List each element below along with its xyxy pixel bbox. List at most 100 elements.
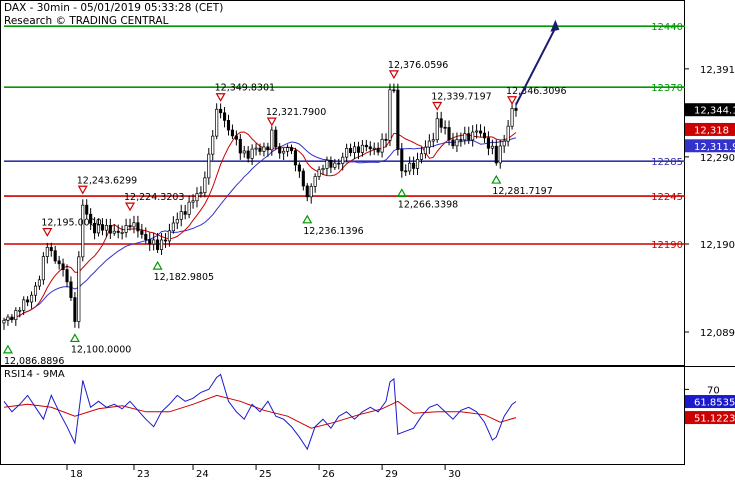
level-label-12285: 12285 bbox=[651, 157, 683, 168]
candle-body bbox=[140, 230, 144, 235]
high-label: 12,376.0596 bbox=[388, 60, 448, 71]
candle-body bbox=[498, 145, 502, 164]
high-marker-icon bbox=[432, 101, 443, 111]
candle-body bbox=[195, 193, 199, 202]
candle-body bbox=[108, 224, 112, 234]
candle-body bbox=[289, 147, 294, 152]
candle-body bbox=[49, 247, 53, 252]
price-tag-ma_fast bbox=[685, 122, 735, 136]
candle-body bbox=[392, 89, 396, 92]
candle-body bbox=[404, 170, 408, 173]
price-axis: 12,089 12,190 12,290 12,391 12,344.1 12,318 12… bbox=[685, 65, 735, 339]
time-tick-label: 18 bbox=[70, 469, 83, 480]
rsi-tag-rsi_ma bbox=[685, 411, 735, 425]
candle-body bbox=[510, 108, 514, 127]
rsi-title: RSI14 - 9MA bbox=[4, 369, 65, 380]
candle-body bbox=[152, 239, 156, 245]
candle-body bbox=[479, 130, 483, 134]
candle-body bbox=[53, 250, 57, 262]
arrow-head-icon bbox=[550, 19, 560, 32]
candle-body bbox=[179, 211, 183, 220]
candle-body bbox=[396, 89, 400, 150]
candle-body bbox=[494, 145, 498, 164]
candle-body bbox=[349, 147, 353, 153]
candle-body bbox=[502, 140, 506, 147]
candle-body bbox=[104, 224, 108, 231]
candle-body bbox=[250, 148, 254, 159]
price-tag-last bbox=[685, 103, 735, 117]
high-marker-icon bbox=[215, 93, 226, 102]
candle-body bbox=[380, 138, 384, 153]
candle-body bbox=[100, 224, 105, 231]
candle-body bbox=[219, 108, 223, 114]
candle-body bbox=[431, 139, 435, 142]
candle-body bbox=[337, 162, 341, 165]
candle-body bbox=[451, 139, 455, 147]
time-tick-label: 30 bbox=[448, 469, 461, 480]
price-pane-frame bbox=[0, 0, 685, 366]
time-axis: 18 23 24 25 26 29 30 bbox=[66, 464, 461, 480]
candle-body bbox=[230, 129, 234, 137]
candle-body bbox=[183, 211, 187, 215]
high-label: 12,224.3203 bbox=[124, 192, 184, 203]
low-label: 12,266.3398 bbox=[398, 199, 458, 210]
candle-body bbox=[514, 108, 518, 111]
candle-body bbox=[148, 239, 152, 245]
time-tick-label: 25 bbox=[259, 469, 272, 480]
candle-body bbox=[61, 263, 65, 270]
candle-body bbox=[412, 162, 416, 169]
candle-body bbox=[22, 299, 26, 311]
candle-body bbox=[305, 185, 309, 198]
price-tick-label: 12,089 bbox=[700, 328, 735, 339]
candle-body bbox=[270, 129, 274, 151]
time-tick-label: 24 bbox=[196, 469, 209, 480]
candle-body bbox=[215, 108, 219, 137]
candle-body bbox=[467, 133, 471, 141]
high-label: 12,243.6299 bbox=[77, 175, 137, 186]
candle-body bbox=[427, 140, 431, 148]
candle-body bbox=[132, 222, 136, 228]
candle-body bbox=[128, 225, 132, 228]
rsi-ma-line bbox=[3, 394, 517, 429]
low-marker-icon bbox=[69, 333, 80, 343]
candle-body bbox=[297, 164, 301, 172]
candle-body bbox=[112, 230, 116, 234]
candle-body bbox=[482, 132, 487, 139]
candle-body bbox=[309, 186, 313, 198]
candle-body bbox=[463, 133, 467, 141]
high-marker-icon bbox=[77, 185, 88, 195]
rsi-tick-label: 70 bbox=[707, 385, 720, 396]
low-marker-icon bbox=[2, 344, 13, 354]
candle-body bbox=[506, 125, 510, 142]
low-label: 12,236.1396 bbox=[303, 226, 363, 237]
candle-body bbox=[89, 213, 93, 224]
candle-body bbox=[18, 309, 22, 312]
candle-body bbox=[447, 127, 451, 141]
candle-body bbox=[293, 150, 297, 166]
high-label: 12,339.7197 bbox=[431, 92, 491, 103]
low-label: 12,281.7197 bbox=[492, 186, 552, 197]
candle-body bbox=[159, 239, 164, 250]
candle-body bbox=[475, 130, 479, 133]
high-marker-icon bbox=[266, 117, 277, 127]
rsi-tag-rsi bbox=[685, 395, 735, 409]
candle-body bbox=[415, 159, 420, 169]
low-marker-icon bbox=[302, 214, 313, 224]
candle-body bbox=[85, 204, 89, 215]
candle-body bbox=[211, 135, 215, 155]
candle-body bbox=[435, 118, 439, 141]
level-label-12440: 12440 bbox=[651, 22, 683, 33]
candle-body bbox=[45, 247, 49, 257]
candle-body bbox=[313, 176, 317, 187]
candle-body bbox=[226, 120, 231, 131]
rsi-pane: 70 61.8535 51.1223 bbox=[3, 373, 735, 451]
candle-body bbox=[30, 294, 34, 303]
low-label: 12,100.0000 bbox=[71, 344, 131, 355]
candle-body bbox=[388, 89, 392, 141]
projection-arrow bbox=[515, 19, 560, 106]
low-marker-icon bbox=[491, 174, 502, 184]
candle-body bbox=[254, 147, 258, 150]
high-label: 12,195.0000 bbox=[41, 218, 101, 229]
high-marker-icon bbox=[507, 96, 518, 105]
high-label: 12,321.7900 bbox=[266, 107, 326, 118]
